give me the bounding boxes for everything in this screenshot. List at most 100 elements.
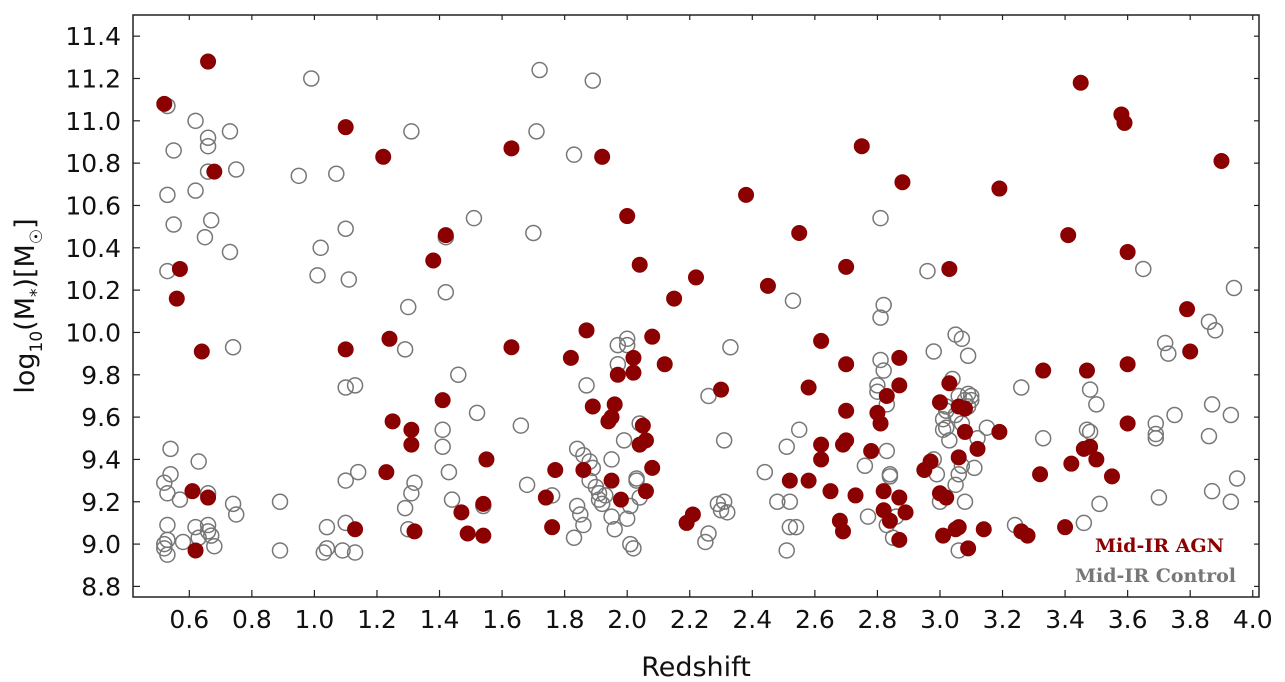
agn-point [200,489,217,506]
agn-point [1032,466,1049,483]
agn-point [403,436,420,453]
agn-point [847,487,864,504]
agn-point [1082,438,1099,455]
control-point [603,451,620,468]
y-axis-label: log10(M*)[M☉] [10,218,47,393]
control-point [872,309,889,326]
control-point [528,123,545,140]
control-point [403,123,420,140]
control-point [1200,427,1218,445]
agn-point [1060,227,1077,244]
agn-point [503,339,520,356]
y-tick-label: 9.6 [81,403,121,432]
control-point [878,442,896,460]
control-point [340,271,358,288]
control-point [309,267,326,284]
control-point [434,421,451,439]
agn-point [453,504,470,521]
control-point [337,472,354,489]
y-tick-label: 8.8 [81,572,121,601]
agn-point [1088,451,1105,468]
agn-point [187,542,204,559]
series-agn [156,53,1230,559]
control-point [959,347,977,364]
agn-point [200,53,217,70]
control-point [318,540,336,557]
control-point [171,491,189,508]
control-point [781,518,799,536]
control-point [962,387,980,405]
control-point [590,485,608,502]
control-point [875,362,892,379]
control-point [1222,493,1240,511]
control-point [199,129,217,146]
control-point [715,493,733,511]
control-point [575,446,592,464]
control-point [346,377,364,394]
agn-point [1019,527,1036,544]
agn-point [1179,301,1196,318]
x-tick-label: 4.0 [1233,605,1273,634]
control-point [919,262,936,280]
control-point [196,228,214,246]
control-point [781,493,799,511]
control-point [934,410,952,428]
y-tick-label: 10.8 [65,149,121,178]
control-point [190,453,207,470]
agn-point [403,421,420,438]
control-point [525,224,542,242]
x-tick-label: 1.4 [420,605,460,634]
control-point [227,161,245,178]
agn-point [813,332,830,349]
x-ticks: 0.6 0.8 1.0 1.2 1.4 1.6 1.8 2.0 2.2 2.4 2.6 2.8 3.0 3… [169,15,1273,634]
control-point [593,495,611,513]
control-point [568,440,586,458]
x-tick-label: 3.8 [1170,605,1210,634]
agn-point [684,506,701,523]
control-point [271,493,289,511]
agn-point [941,375,958,392]
agn-point [713,381,730,398]
agn-point [822,483,839,500]
control-point [165,216,182,233]
agn-point [584,398,601,415]
control-point [953,330,971,348]
agn-point [838,432,855,449]
control-point [199,523,217,540]
control-point [1203,396,1221,413]
agn-point [969,440,986,457]
control-point [224,339,242,356]
x-tick-label: 1.2 [357,605,397,634]
control-point [221,243,239,261]
control-point [227,506,245,523]
control-point [303,70,320,87]
agn-point [625,364,642,381]
control-point [318,518,336,536]
control-point [712,501,730,519]
control-point [349,463,367,481]
agn-point [575,462,592,479]
agn-point [838,258,855,275]
control-point [443,491,461,508]
agn-point [475,527,492,544]
y-tick-label: 10.6 [65,191,121,220]
agn-point [1057,519,1074,536]
control-point [872,351,889,369]
agn-point [666,290,683,307]
control-point [1150,489,1168,506]
control-point [221,123,239,140]
agn-point [1072,74,1089,91]
control-point [199,137,217,155]
control-point [881,466,899,483]
agn-point [406,523,423,540]
control-point [941,432,958,449]
agn-point [872,415,889,432]
control-point [1091,495,1108,513]
agn-point [922,453,939,470]
control-point [531,61,548,79]
control-point [618,336,636,354]
control-point [165,142,182,159]
agn-point [931,394,948,411]
agn-point [193,343,210,360]
control-point [956,493,974,511]
